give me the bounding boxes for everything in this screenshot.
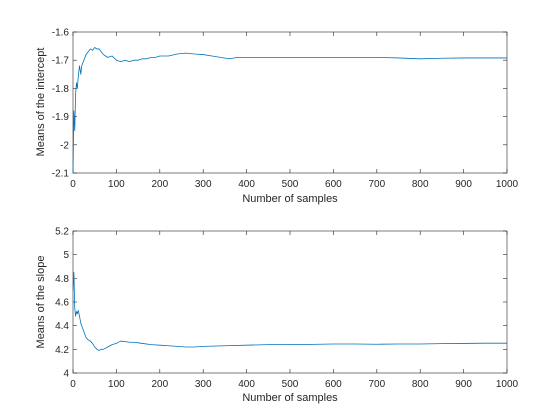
slope-x-tick-label: 600 [325, 379, 342, 390]
intercept-x-axis-label: Number of samples [242, 193, 338, 205]
intercept-series [72, 47, 507, 174]
slope-y-tick-label: 5 [63, 250, 69, 261]
intercept-x-tick-label: 1000 [496, 179, 519, 190]
slope-y-tick-label: 4.2 [55, 345, 69, 356]
intercept-x-tick-label: 400 [238, 179, 255, 190]
slope-x-tick-labels: 0 100 200 300 400 500 600 700 800 900 1000 [70, 379, 518, 390]
intercept-y-tick-label: -1.9 [52, 112, 70, 123]
slope-x-tick-label: 200 [151, 379, 168, 390]
intercept-x-tick-label: 800 [412, 179, 429, 190]
intercept-x-tick-label: 500 [282, 179, 299, 190]
intercept-x-tick-label: 900 [455, 179, 472, 190]
intercept-y-tick-label: -1.7 [52, 56, 70, 67]
intercept-axes-frame [72, 31, 508, 174]
slope-series [72, 272, 507, 351]
intercept-x-tick-label: 700 [368, 179, 385, 190]
slope-x-tick-label: 300 [195, 379, 212, 390]
slope-x-tick-label: 100 [108, 379, 125, 390]
slope-plot: 0 100 200 300 400 500 600 700 800 900 1000 4 4.2 4.4… [35, 227, 519, 405]
slope-y-tick-label: 4.8 [55, 274, 69, 285]
slope-y-axis-label: Means of the slope [35, 256, 47, 349]
intercept-y-axis-label: Means of the intercept [35, 48, 47, 157]
intercept-plot: 0 100 200 300 400 500 600 700 800 900 1000 -2.1-2-… [35, 28, 519, 206]
intercept-y-tick-label: -2 [60, 140, 69, 151]
slope-ticks [72, 230, 508, 374]
slope-x-tick-label: 700 [368, 379, 385, 390]
slope-x-tick-label: 800 [412, 379, 429, 390]
intercept-x-tick-label: 300 [195, 179, 212, 190]
intercept-y-tick-labels: -2.1 -2 -1.9 -1.8 -1.7 -1.6 [52, 28, 70, 180]
slope-y-tick-label: 5.2 [55, 227, 69, 238]
slope-y-tick-label: 4.4 [55, 321, 69, 332]
intercept-x-tick-label: 200 [151, 179, 168, 190]
slope-x-tick-label: 900 [455, 379, 472, 390]
slope-x-tick-label: 500 [282, 379, 299, 390]
slope-y-tick-labels: 4 4.2 4.4 4.6 4.8 5 5.2 [55, 227, 69, 380]
intercept-series-line [72, 47, 507, 174]
slope-series-line [72, 272, 507, 351]
slope-y-tick-label: 4.6 [55, 298, 69, 309]
intercept-ticks [72, 31, 508, 174]
slope-x-axis-label: Number of samples [242, 392, 338, 404]
intercept-x-tick-labels: 0 100 200 300 400 500 600 700 800 900 1000 [70, 179, 518, 190]
slope-axes-frame [72, 230, 508, 374]
intercept-x-tick-label: 0 [70, 179, 76, 190]
intercept-y-tick-label: -2.1 [52, 169, 70, 180]
slope-x-tick-label: 0 [70, 379, 76, 390]
slope-y-tick-label: 4 [63, 369, 69, 380]
intercept-y-tick-label: -1.8 [52, 84, 70, 95]
intercept-x-tick-label: 600 [325, 179, 342, 190]
intercept-y-tick-label: -1.6 [52, 28, 70, 39]
slope-x-tick-label: 400 [238, 379, 255, 390]
intercept-x-tick-label: 100 [108, 179, 125, 190]
slope-x-tick-label: 1000 [496, 379, 519, 390]
